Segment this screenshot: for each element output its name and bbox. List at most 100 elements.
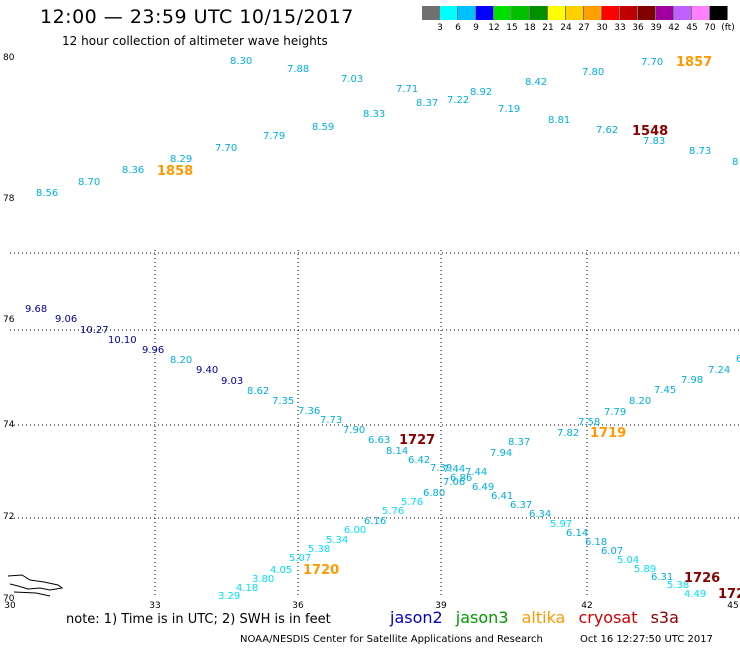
wave-height-value: 7.82 xyxy=(557,428,579,439)
colorbar-swatch xyxy=(440,6,458,20)
wave-height-value: 9.03 xyxy=(221,376,243,387)
colorbar-label: 6 xyxy=(455,23,461,33)
colorbar-swatch xyxy=(710,6,728,20)
wave-height-value: 8.37 xyxy=(508,437,530,448)
pass-time-label: 1719 xyxy=(590,426,626,441)
wave-height-value: 7.44 xyxy=(443,464,465,475)
lon-tick-label: 33 xyxy=(149,601,160,611)
wave-height-value: 6 xyxy=(736,354,740,365)
wave-height-value: 5.38 xyxy=(667,580,689,591)
wave-height-value: 5.07 xyxy=(289,553,311,564)
wave-height-value: 7.24 xyxy=(708,365,730,376)
wave-height-value: 7.70 xyxy=(215,143,237,154)
lat-tick-label: 72 xyxy=(3,512,14,522)
wave-height-value: 8.92 xyxy=(470,87,492,98)
credit-line: NOAA/NESDIS Center for Satellite Applica… xyxy=(240,634,543,645)
colorbar-label: 12 xyxy=(488,23,500,33)
wave-height-value: 7.71 xyxy=(396,84,418,95)
colorbar-swatch xyxy=(674,6,692,20)
wave-height-value: 8.30 xyxy=(230,56,252,67)
lat-tick-label: 76 xyxy=(3,315,15,325)
wave-height-value: 3.80 xyxy=(252,574,274,585)
wave-height-value: 7.36 xyxy=(298,406,320,417)
wave-height-value: 7.79 xyxy=(263,131,285,142)
wave-height-value: 5.97 xyxy=(550,519,572,530)
colorbar-label: 70 xyxy=(704,23,716,33)
satellite-legend: jason2 jason3 altika cryosat s3a xyxy=(390,608,687,627)
pass-time-label: 1857 xyxy=(676,55,712,70)
colorbar-label: 30 xyxy=(596,23,608,33)
wave-height-value: 9.40 xyxy=(196,365,218,376)
lon-tick-label: 45 xyxy=(727,601,738,611)
wave-height-value: 9.96 xyxy=(142,345,164,356)
wave-height-value: 6.49 xyxy=(472,482,494,493)
wave-height-value: 8.33 xyxy=(363,109,385,120)
wave-height-value: 6.63 xyxy=(368,435,390,446)
legend-jason3: jason3 xyxy=(455,608,509,627)
wave-height-value: 8.56 xyxy=(36,188,58,199)
colorbar-label: 9 xyxy=(473,23,479,33)
wave-height-value: 8.14 xyxy=(386,446,408,457)
wave-height-value: 7.19 xyxy=(498,104,520,115)
colorbar-swatch xyxy=(692,6,710,20)
wave-height-value: 7.90 xyxy=(343,425,365,436)
wave-height-value: 4.49 xyxy=(684,589,706,600)
colorbar-label: 21 xyxy=(542,23,554,33)
wave-height-value: 7.39 xyxy=(430,463,452,474)
colorbar-swatch xyxy=(422,6,440,20)
wave-height-value: 9.06 xyxy=(55,314,77,325)
wave-height-value: 4.05 xyxy=(270,565,292,576)
colorbar-label: 27 xyxy=(578,23,590,33)
wave-height-value: 7.79 xyxy=(604,407,626,418)
wave-height-value: 3.29 xyxy=(218,591,240,602)
colorbar-label: 18 xyxy=(524,23,536,33)
pass-time-label: 1726 xyxy=(684,571,720,586)
lon-tick-label: 36 xyxy=(292,601,304,611)
wave-height-value: 8.73 xyxy=(689,146,711,157)
lon-tick-label: 30 xyxy=(4,601,16,611)
wave-height-value: 5.04 xyxy=(617,555,639,566)
colorbar-swatch xyxy=(548,6,566,20)
wave-height-value: 7.80 xyxy=(582,67,604,78)
wave-height-value: 7.35 xyxy=(272,396,294,407)
colorbar-swatch xyxy=(620,6,638,20)
credit-timestamp: Oct 16 12:27:50 UTC 2017 xyxy=(580,634,713,645)
wave-height-value: 7.44 xyxy=(465,467,487,478)
wave-height-value: 6.31 xyxy=(651,572,673,583)
wave-height-value: 5.76 xyxy=(382,506,404,517)
colorbar-swatch xyxy=(656,6,674,20)
wave-height-value: 6.41 xyxy=(491,491,513,502)
wave-height-value: 7.45 xyxy=(654,385,676,396)
wave-height-value: 7.06 xyxy=(443,477,465,488)
wave-height-value: 6.42 xyxy=(408,455,430,466)
wave-height-value: 7.03 xyxy=(341,74,363,85)
wave-height-value: 8.37 xyxy=(416,98,438,109)
legend-s3a: s3a xyxy=(650,608,679,627)
legend-jason2: jason2 xyxy=(390,608,443,627)
colorbar-label: (ft) xyxy=(721,23,735,33)
footer-note: note: 1) Time is in UTC; 2) SWH is in fe… xyxy=(66,612,331,627)
wave-height-value: 8.29 xyxy=(170,154,192,165)
legend-altika: altika xyxy=(521,608,566,627)
wave-height-value: 6.37 xyxy=(510,500,532,511)
colorbar-swatch xyxy=(458,6,476,20)
wave-height-value: 6.86 xyxy=(450,473,472,484)
colorbar-swatch xyxy=(584,6,602,20)
land-outline xyxy=(7,574,64,597)
wave-height-value: 7.94 xyxy=(490,448,512,459)
pass-time-label: 1727 xyxy=(399,433,435,448)
wave-height-value: 7.83 xyxy=(643,136,665,147)
coastline-path xyxy=(7,574,64,597)
wave-height-value: 8.20 xyxy=(170,355,192,366)
wave-height-value: 5.76 xyxy=(401,497,423,508)
wave-height-value: 7.62 xyxy=(596,125,618,136)
pass-time-label: 1720 xyxy=(303,563,339,578)
wave-height-value: 7.22 xyxy=(447,95,469,106)
wave-height-value: 6.16 xyxy=(364,516,386,527)
wave-height-value: 6.34 xyxy=(529,509,551,520)
wave-height-value: 5.89 xyxy=(634,564,656,575)
wave-height-value: 6.07 xyxy=(601,546,623,557)
colorbar-swatch xyxy=(476,6,494,20)
header-title: 12:00 — 23:59 UTC 10/15/2017 xyxy=(40,6,354,28)
lon-tick-label: 42 xyxy=(581,601,592,611)
